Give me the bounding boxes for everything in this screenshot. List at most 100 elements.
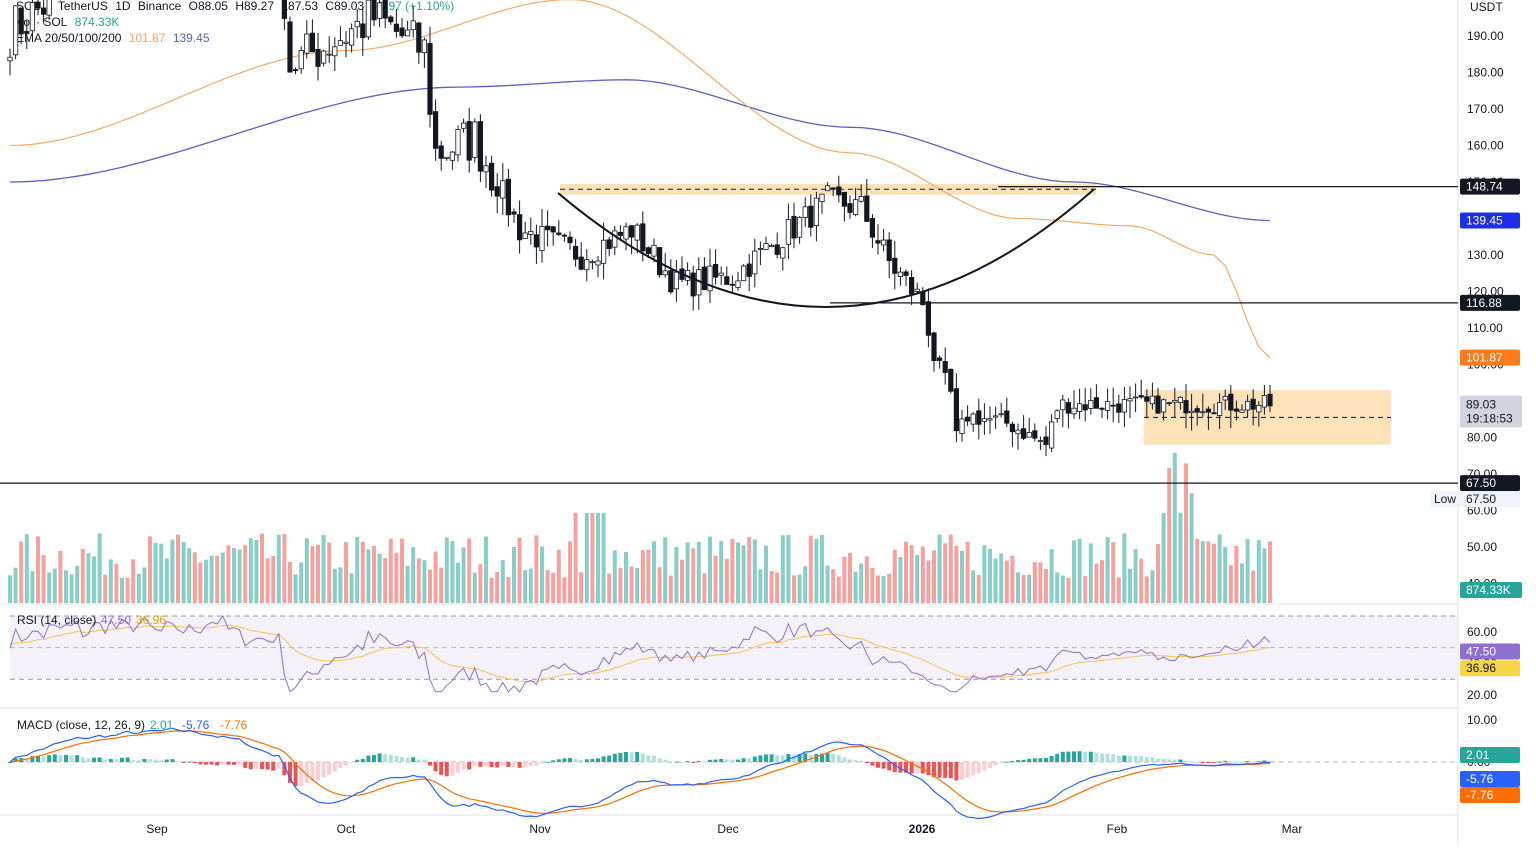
- macd-hist-bar: [512, 762, 516, 767]
- candle: [449, 151, 456, 161]
- macd-label[interactable]: MACD (close, 12, 26, 9): [17, 718, 145, 732]
- macd-hist-bar: [859, 760, 864, 762]
- low-label-bg: [1430, 491, 1520, 508]
- rsi-value-tag[interactable]: 47.50: [1460, 643, 1520, 660]
- ema200-price-tag[interactable]: 139.45: [1460, 212, 1520, 229]
- volume-bar: [708, 536, 712, 603]
- candle: [404, 29, 411, 37]
- macd-hist-bar: [1256, 761, 1261, 763]
- macd-hist-bar: [153, 759, 158, 762]
- volume-bar: [310, 546, 315, 603]
- macd-hist-bar: [411, 757, 416, 762]
- candle: [1093, 397, 1099, 409]
- volume-bar: [1156, 544, 1160, 603]
- candle: [1161, 399, 1167, 413]
- macd-hist-bar: [1195, 761, 1200, 763]
- volume-bar: [215, 555, 220, 603]
- volume-bar: [1256, 539, 1261, 603]
- macd-hist-bar: [226, 762, 231, 765]
- volume-bar: [965, 541, 970, 603]
- macd-hist-bar: [47, 755, 52, 762]
- macd-hist-bar: [635, 751, 640, 762]
- macd-hist-bar: [584, 759, 589, 762]
- volume-bar: [265, 558, 270, 603]
- last-price-bg: [1460, 395, 1522, 428]
- volume-bar: [1167, 467, 1172, 603]
- candle: [836, 186, 842, 196]
- interval[interactable]: 1D: [115, 0, 131, 13]
- macd-hist-bar: [1240, 761, 1244, 763]
- macd-hist-bar: [713, 759, 718, 762]
- rsi-label[interactable]: RSI (14, close): [17, 613, 96, 627]
- countdown-text: 19:18:53: [1466, 412, 1513, 426]
- macd-hist-bar: [1032, 758, 1037, 762]
- volume-bar: [909, 545, 914, 603]
- low-price-tag[interactable]: 67.50: [1460, 475, 1520, 492]
- volume-legend[interactable]: Vol · SOL 874.33K: [16, 15, 123, 29]
- volume-bar: [316, 544, 320, 603]
- resistance-price-tag[interactable]: 148.74: [1460, 178, 1520, 195]
- candle: [987, 418, 993, 421]
- macd-hist-bar: [1094, 752, 1099, 762]
- macd-hist-bar: [422, 759, 427, 762]
- candle: [315, 49, 321, 67]
- volume-bar: [209, 555, 214, 603]
- volume-bar: [943, 543, 948, 603]
- cup-arc[interactable]: [557, 188, 1095, 309]
- macd-line-tag[interactable]: -5.76: [1460, 771, 1520, 787]
- volume-bar: [108, 559, 113, 603]
- currency-label[interactable]: USDT: [1470, 0, 1503, 14]
- macd-hist-bar: [898, 762, 903, 773]
- candle: [1228, 393, 1234, 411]
- candle: [1021, 428, 1027, 439]
- candle: [337, 40, 344, 46]
- candle: [847, 203, 853, 213]
- macd-hist-bar: [377, 753, 382, 762]
- volume-bar: [243, 545, 248, 603]
- ema50-price-tag-text: 101.87: [1466, 351, 1503, 365]
- candle: [304, 33, 310, 54]
- macd-hist-bar: [831, 753, 836, 762]
- volume-bar: [422, 560, 427, 603]
- volume-bar: [808, 535, 813, 603]
- volume-bar: [304, 538, 309, 603]
- volume-bar: [276, 534, 281, 603]
- macd-hist-bar: [271, 762, 276, 771]
- macd-hist-bar: [652, 755, 656, 762]
- candle: [393, 23, 400, 32]
- candle: [645, 247, 652, 255]
- macd-hist-bar: [848, 759, 852, 762]
- macd-hist-bar: [1189, 761, 1194, 763]
- macd-hist-bar: [915, 762, 920, 774]
- ema-legend[interactable]: EMA 20/50/100/200 101.87 139.45: [16, 31, 214, 45]
- price-tick-label: 160.00: [1467, 139, 1504, 153]
- volume-bar: [540, 546, 544, 603]
- macd-hist-bar: [876, 762, 880, 768]
- volume-bar: [859, 563, 864, 603]
- macd-hist-bar: [1167, 759, 1172, 762]
- volume-tag[interactable]: 874.33K: [1460, 582, 1522, 598]
- candle: [578, 256, 584, 270]
- candle: [993, 415, 999, 418]
- macd-hist-bar: [108, 758, 113, 762]
- volume-bar: [579, 572, 584, 603]
- macd-hist-tag[interactable]: 2.01: [1460, 747, 1520, 763]
- volume-bar: [36, 536, 40, 603]
- volume-tag-text: 874.33K: [1466, 583, 1511, 597]
- support-price-tag[interactable]: 116.88: [1460, 294, 1520, 311]
- volume-bar: [1262, 548, 1267, 603]
- rsi-ma-tag[interactable]: 36.96: [1460, 660, 1520, 677]
- macd-hist-bar: [355, 759, 360, 762]
- macd-hist-bar: [299, 762, 304, 786]
- volume-bar: [24, 534, 29, 603]
- ema50-price-tag[interactable]: 101.87: [1460, 349, 1520, 366]
- macd-hist-bar: [1139, 756, 1144, 762]
- macd-signal-tag[interactable]: -7.76: [1460, 787, 1520, 803]
- macd-hist-bar: [136, 760, 141, 762]
- volume-bar: [1010, 555, 1015, 603]
- candle: [1071, 407, 1077, 415]
- macd-hist-bar: [853, 760, 858, 762]
- macd-hist-bar: [36, 755, 40, 762]
